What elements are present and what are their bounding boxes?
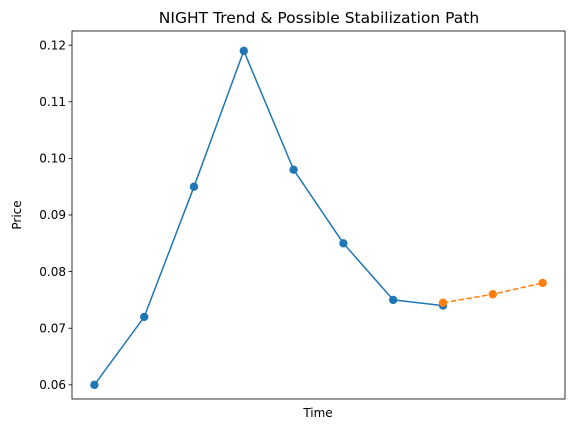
y-tick-label: 0.11 [39,95,66,109]
data-point [189,182,199,191]
data-point [388,295,398,305]
x-axis-label: Time [302,406,332,420]
data-point [538,278,547,288]
data-point [438,298,448,307]
chart-title: NIGHT Trend & Possible Stabilization Pat… [159,9,479,27]
series-line-0 [93,50,444,386]
y-tick-label: 0.09 [39,208,66,222]
data-point [140,312,149,322]
data-point [339,239,348,248]
y-tick-label: 0.10 [39,152,66,166]
data-point [239,46,249,56]
y-axis: 0.06 0.07 0.08 0.09 0.10 0.11 0.12 [39,38,72,392]
y-axis-label: Price [10,200,24,229]
data-point [488,290,497,299]
y-tick-label: 0.08 [39,265,66,279]
data-point [90,380,99,390]
data-point [289,165,298,174]
y-tick-label: 0.07 [39,321,66,335]
y-tick-label: 0.06 [39,378,66,392]
series-group [90,46,547,390]
y-tick-label: 0.12 [39,38,66,52]
plot-area [71,30,566,400]
